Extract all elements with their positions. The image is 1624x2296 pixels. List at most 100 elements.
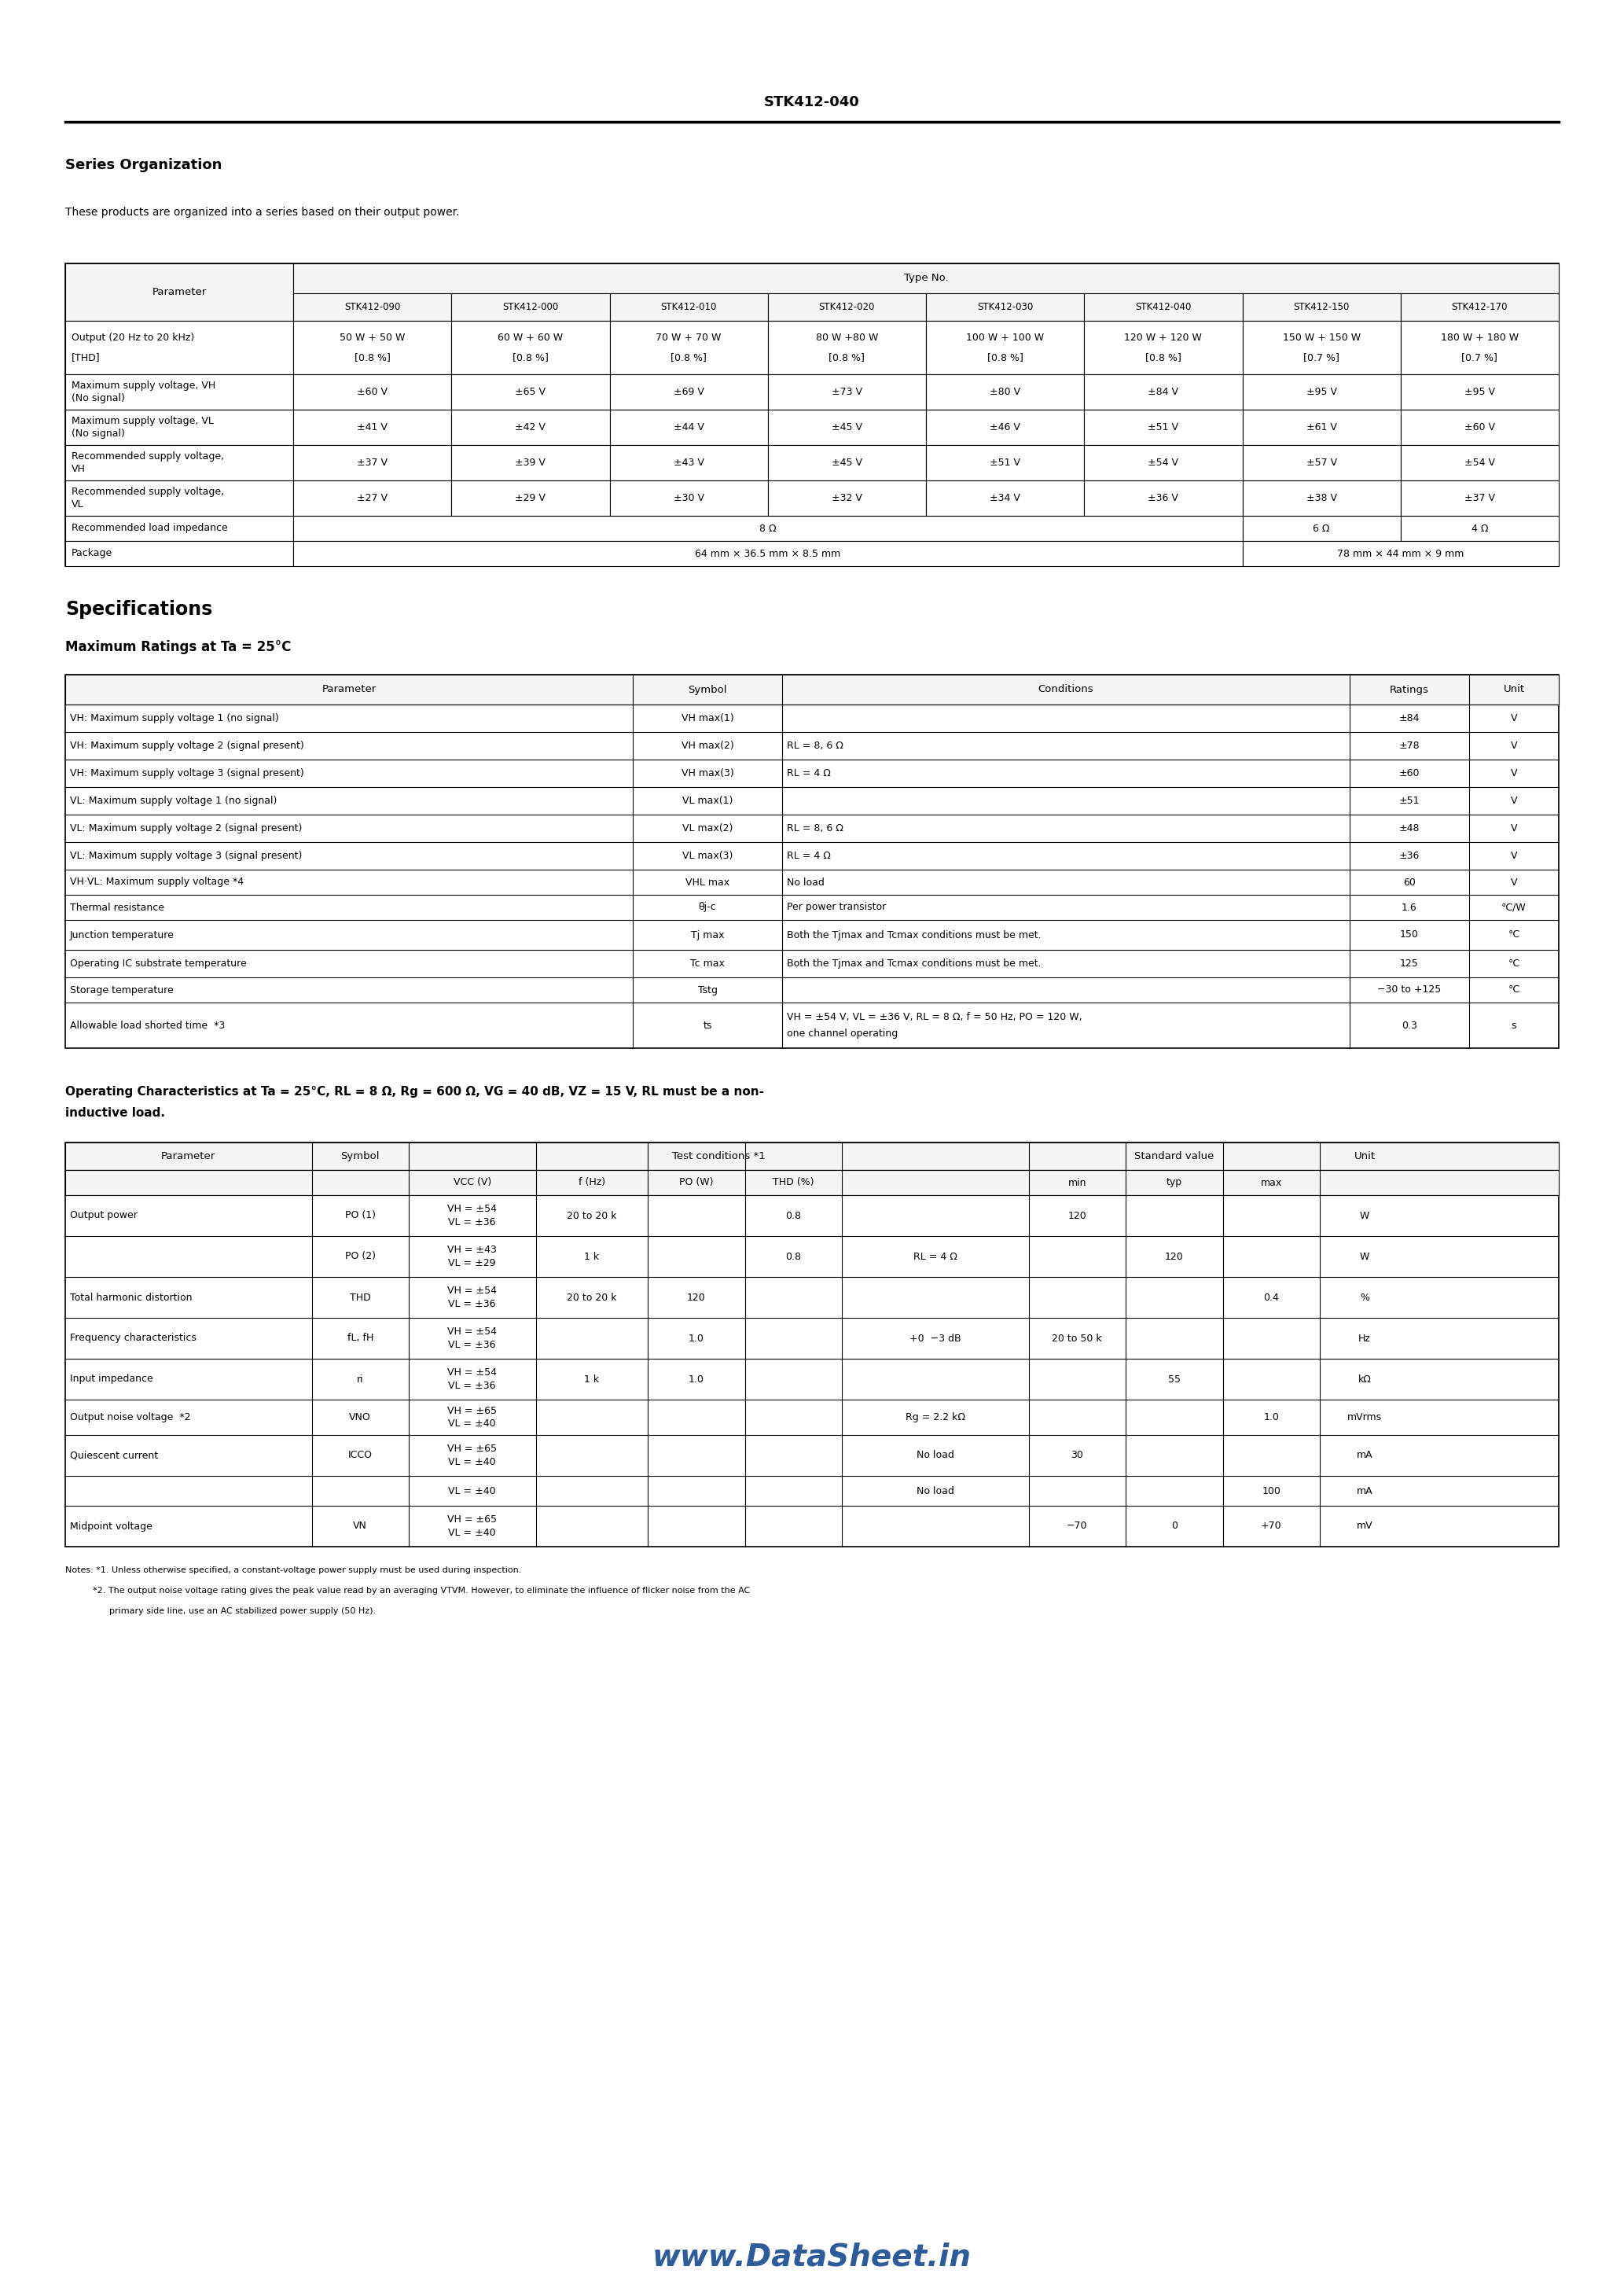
Text: VL = ±36: VL = ±36	[448, 1300, 495, 1309]
Bar	[1242, 445, 1400, 480]
Text: °C: °C	[1509, 985, 1520, 994]
Text: primary side line, use an AC stabilized power supply (50 Hz).: primary side line, use an AC stabilized …	[65, 1607, 375, 1614]
Text: VH: Maximum supply voltage 3 (signal present): VH: Maximum supply voltage 3 (signal pre…	[70, 769, 304, 778]
Text: [0.8 %]: [0.8 %]	[671, 351, 706, 363]
Text: 64 mm × 36.5 mm × 8.5 mm: 64 mm × 36.5 mm × 8.5 mm	[695, 549, 841, 558]
Bar	[1400, 517, 1559, 542]
Text: Parameter: Parameter	[161, 1150, 216, 1162]
Text: VH max(3): VH max(3)	[680, 769, 734, 778]
Text: Hz: Hz	[1358, 1334, 1371, 1343]
Text: mV: mV	[1356, 1520, 1372, 1531]
Text: Maximum supply voltage, VL: Maximum supply voltage, VL	[71, 416, 214, 427]
Text: Rg = 2.2 kΩ: Rg = 2.2 kΩ	[905, 1412, 965, 1424]
Text: Allowable load shorted time  *3: Allowable load shorted time *3	[70, 1019, 226, 1031]
Text: s: s	[1512, 1019, 1517, 1031]
Text: V: V	[1510, 824, 1517, 833]
Text: ±80 V: ±80 V	[989, 386, 1020, 397]
Text: STK412-170: STK412-170	[1452, 303, 1507, 312]
Text: No load: No load	[788, 877, 825, 886]
Text: Maximum supply voltage, VH: Maximum supply voltage, VH	[71, 381, 216, 390]
Text: 78 mm × 44 mm × 9 mm: 78 mm × 44 mm × 9 mm	[1337, 549, 1463, 558]
Text: ±34 V: ±34 V	[989, 494, 1020, 503]
Bar	[1400, 480, 1559, 517]
Text: 0.8: 0.8	[786, 1210, 801, 1221]
Bar	[609, 480, 768, 517]
Text: ±69 V: ±69 V	[674, 386, 703, 397]
Text: mA: mA	[1356, 1451, 1372, 1460]
Bar	[768, 321, 926, 374]
Text: V: V	[1510, 742, 1517, 751]
Bar	[65, 321, 294, 374]
Text: V: V	[1510, 797, 1517, 806]
Text: 0.8: 0.8	[786, 1251, 801, 1261]
Text: Both the Tjmax and Tcmax conditions must be met.: Both the Tjmax and Tcmax conditions must…	[788, 930, 1041, 939]
Bar	[451, 445, 609, 480]
Text: ±78: ±78	[1398, 742, 1419, 751]
Text: THD (%): THD (%)	[773, 1178, 814, 1187]
Text: ±37 V: ±37 V	[1465, 494, 1496, 503]
Text: VH = ±65: VH = ±65	[448, 1405, 497, 1417]
Text: 150: 150	[1400, 930, 1419, 939]
Text: STK412-040: STK412-040	[1135, 303, 1192, 312]
Text: Maximum Ratings at Ta = 25°C: Maximum Ratings at Ta = 25°C	[65, 641, 291, 654]
Bar	[451, 480, 609, 517]
Text: VL: Maximum supply voltage 3 (signal present): VL: Maximum supply voltage 3 (signal pre…	[70, 852, 302, 861]
Bar	[65, 264, 1559, 567]
Bar	[65, 409, 294, 445]
Text: Standard value: Standard value	[1134, 1150, 1215, 1162]
Text: VH: Maximum supply voltage 2 (signal present): VH: Maximum supply voltage 2 (signal pre…	[70, 742, 304, 751]
Text: VHL max: VHL max	[685, 877, 729, 886]
Bar	[451, 321, 609, 374]
Text: 55: 55	[1168, 1373, 1181, 1384]
Bar	[1400, 321, 1559, 374]
Text: These products are organized into a series based on their output power.: These products are organized into a seri…	[65, 207, 460, 218]
Text: PO (1): PO (1)	[344, 1210, 375, 1221]
Text: Frequency characteristics: Frequency characteristics	[70, 1334, 197, 1343]
Text: Series Organization: Series Organization	[65, 158, 222, 172]
Text: VL = ±40: VL = ±40	[448, 1529, 495, 1538]
Text: Input impedance: Input impedance	[70, 1373, 153, 1384]
Text: V: V	[1510, 852, 1517, 861]
Bar	[1085, 445, 1242, 480]
Text: RL = 8, 6 Ω: RL = 8, 6 Ω	[788, 742, 843, 751]
Text: ±36 V: ±36 V	[1148, 494, 1179, 503]
Text: ±37 V: ±37 V	[357, 457, 388, 468]
Text: 0: 0	[1171, 1520, 1177, 1531]
Text: ±29 V: ±29 V	[515, 494, 546, 503]
Text: No load: No load	[916, 1451, 953, 1460]
Text: ±54 V: ±54 V	[1465, 457, 1496, 468]
Bar	[1242, 294, 1400, 321]
Text: kΩ: kΩ	[1358, 1373, 1371, 1384]
Text: 30: 30	[1070, 1451, 1083, 1460]
Text: inductive load.: inductive load.	[65, 1107, 166, 1120]
Text: VH: Maximum supply voltage 1 (no signal): VH: Maximum supply voltage 1 (no signal)	[70, 714, 279, 723]
Text: 100 W + 100 W: 100 W + 100 W	[966, 333, 1044, 342]
Bar	[294, 542, 1242, 567]
Bar	[294, 374, 451, 409]
Text: +70: +70	[1260, 1520, 1281, 1531]
Bar	[1085, 409, 1242, 445]
Text: Unit: Unit	[1504, 684, 1525, 696]
Text: 1.0: 1.0	[1263, 1412, 1280, 1424]
Bar	[926, 445, 1085, 480]
Text: VH max(1): VH max(1)	[680, 714, 734, 723]
Text: Specifications: Specifications	[65, 599, 213, 620]
Text: 20 to 20 k: 20 to 20 k	[567, 1210, 617, 1221]
Text: ICCO: ICCO	[348, 1451, 372, 1460]
Text: THD: THD	[349, 1293, 370, 1302]
Text: VL: VL	[71, 498, 84, 510]
Text: [0.7 %]: [0.7 %]	[1462, 351, 1497, 363]
Text: VH = ±43: VH = ±43	[448, 1244, 497, 1254]
Text: STK412-090: STK412-090	[344, 303, 401, 312]
Bar	[65, 1143, 1559, 1171]
Text: Output noise voltage  *2: Output noise voltage *2	[70, 1412, 190, 1424]
Bar	[65, 374, 294, 409]
Text: 120: 120	[1067, 1210, 1086, 1221]
Text: 1.6: 1.6	[1402, 902, 1418, 912]
Text: +0  −3 dB: +0 −3 dB	[909, 1334, 961, 1343]
Bar	[768, 445, 926, 480]
Text: ±32 V: ±32 V	[831, 494, 862, 503]
Text: [THD]: [THD]	[71, 351, 101, 363]
Text: ±38 V: ±38 V	[1306, 494, 1337, 503]
Bar	[1085, 480, 1242, 517]
